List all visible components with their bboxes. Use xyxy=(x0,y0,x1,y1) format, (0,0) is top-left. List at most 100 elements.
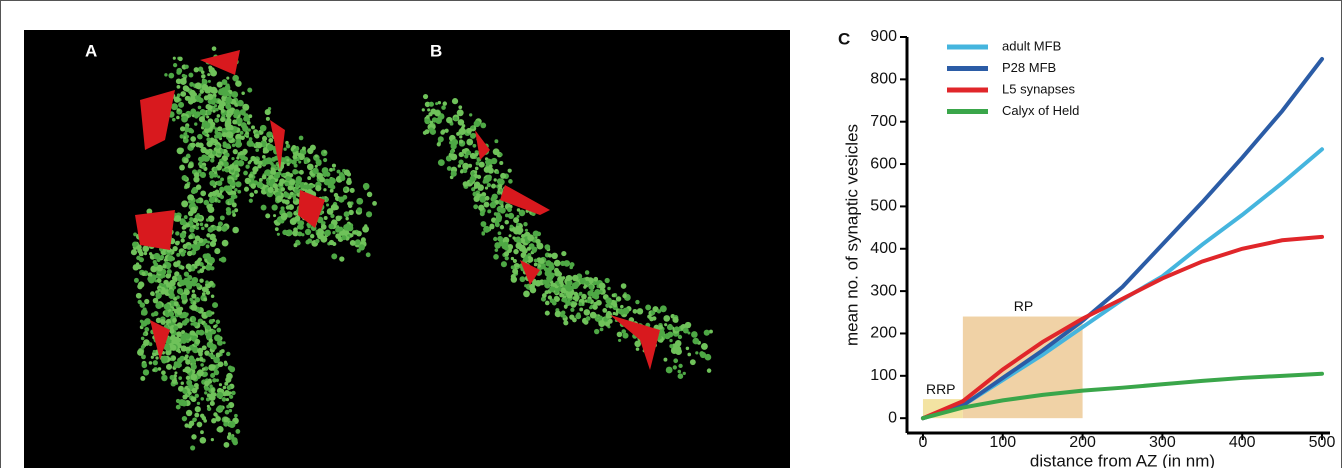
vesicle xyxy=(238,160,244,166)
vesicle xyxy=(707,368,711,372)
vesicle xyxy=(289,179,295,185)
vesicle xyxy=(192,317,196,321)
vesicle xyxy=(478,205,484,211)
vesicle xyxy=(223,341,226,344)
vesicle xyxy=(194,67,199,72)
vesicle xyxy=(366,252,371,257)
vesicle xyxy=(510,225,514,229)
vesicle xyxy=(372,201,377,206)
vesicle xyxy=(147,276,152,281)
vesicle xyxy=(302,147,306,151)
vesicle xyxy=(157,319,160,322)
vesicle xyxy=(475,153,478,156)
vesicle xyxy=(512,268,518,274)
vesicle xyxy=(179,165,185,171)
vesicle xyxy=(272,204,278,210)
vesicle xyxy=(339,227,344,232)
vesicle xyxy=(331,253,337,259)
vesicle xyxy=(249,160,252,163)
vesicle xyxy=(652,316,656,320)
vesicle xyxy=(240,131,244,135)
vesicle xyxy=(161,370,166,375)
vesicle xyxy=(204,391,207,394)
vesicle xyxy=(208,353,212,357)
vesicle xyxy=(477,184,484,191)
vesicle xyxy=(480,211,485,216)
vesicle xyxy=(572,318,577,323)
vesicle xyxy=(208,105,213,110)
vesicle xyxy=(281,179,284,182)
vesicle xyxy=(296,190,299,193)
vesicle xyxy=(220,215,225,220)
vesicle xyxy=(230,435,235,440)
vesicle xyxy=(177,85,181,89)
vesicle xyxy=(207,241,210,244)
vesicle xyxy=(429,127,434,132)
vesicle xyxy=(232,144,236,148)
x-tick-label: 300 xyxy=(1149,434,1176,451)
vesicle xyxy=(185,354,189,358)
vesicle xyxy=(367,192,372,197)
vesicle xyxy=(651,311,656,316)
vesicle xyxy=(470,176,476,182)
vesicle xyxy=(186,380,192,386)
vesicle xyxy=(534,259,538,263)
vesicle xyxy=(186,351,189,354)
figure: A B C RRPRP01002003004005006007008009000… xyxy=(0,0,1342,468)
vesicle xyxy=(202,367,206,371)
vesicle xyxy=(247,140,254,147)
vesicle xyxy=(200,363,204,367)
vesicle xyxy=(605,297,612,304)
y-tick-label: 500 xyxy=(870,198,897,215)
vesicle xyxy=(211,418,216,423)
vesicle xyxy=(323,188,326,191)
vesicle xyxy=(287,163,290,166)
vesicle xyxy=(527,234,534,241)
vesicle xyxy=(429,102,434,107)
vesicle xyxy=(511,274,516,279)
vesicle xyxy=(201,227,204,230)
vesicle xyxy=(663,315,670,322)
vesicle xyxy=(199,216,202,219)
vesicle xyxy=(164,303,171,310)
vesicle xyxy=(664,333,670,339)
vesicle xyxy=(687,353,691,357)
vesicle xyxy=(323,158,327,162)
vesicle xyxy=(243,171,248,176)
vesicle xyxy=(523,290,530,297)
vesicle xyxy=(299,136,304,141)
vesicle xyxy=(324,150,327,153)
vesicle xyxy=(450,154,457,161)
vesicle xyxy=(242,126,248,132)
vesicle xyxy=(657,309,661,313)
vesicle xyxy=(236,156,239,159)
vesicle xyxy=(326,203,329,206)
vesicle xyxy=(209,338,213,342)
vesicle xyxy=(186,376,190,380)
vesicle xyxy=(211,344,217,350)
vesicle xyxy=(201,70,205,74)
vesicle xyxy=(195,406,201,412)
vesicle xyxy=(226,210,231,215)
vesicle xyxy=(204,156,210,162)
vesicle xyxy=(209,281,214,286)
vesicle xyxy=(691,331,698,338)
vesicle xyxy=(249,199,253,203)
vesicle xyxy=(669,344,673,348)
vesicle xyxy=(566,275,572,281)
vesicle xyxy=(180,126,185,131)
vesicle xyxy=(329,240,334,245)
vesicle xyxy=(234,165,238,169)
vesicle xyxy=(206,290,210,294)
vesicle xyxy=(210,158,214,162)
vesicle xyxy=(542,293,547,298)
vesicle xyxy=(345,217,348,220)
vesicle xyxy=(470,133,476,139)
vesicle xyxy=(695,351,698,354)
vesicle xyxy=(225,410,230,415)
vesicle xyxy=(321,224,327,230)
vesicle xyxy=(197,402,200,405)
vesicle xyxy=(572,275,579,282)
vesicle xyxy=(184,366,191,373)
vesicle xyxy=(562,298,567,303)
